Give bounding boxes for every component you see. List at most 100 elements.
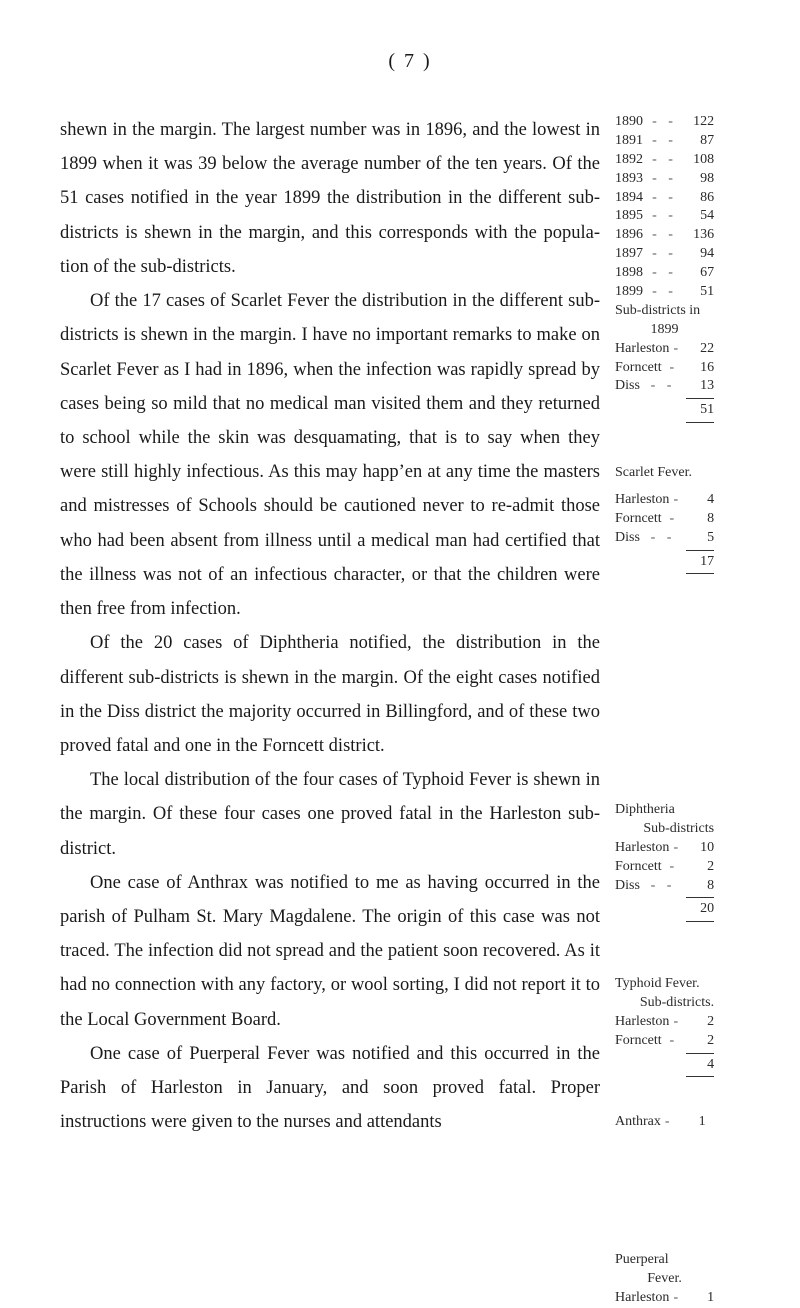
dash: - <box>662 1032 686 1051</box>
subdistricts-label: Sub-districts. <box>615 994 714 1013</box>
anthrax-label: Anthrax <box>615 1113 661 1132</box>
table-row: Anthrax-1 <box>615 1113 706 1132</box>
dash: - <box>669 1289 686 1308</box>
dash: - <box>662 359 686 378</box>
subdistricts-label: Sub-districts <box>615 820 714 839</box>
table-row: 1892- -108 <box>615 151 714 170</box>
district-value: 2 <box>686 1032 714 1051</box>
district-value: 22 <box>686 340 714 359</box>
content-area: shewn in the margin. The largest number … <box>60 113 760 1140</box>
margin-puerperal-block: Puerperal Fever. Harleston-1 <box>615 1251 714 1308</box>
subtotal-value: 51 <box>615 401 714 420</box>
paragraph-1b: Of the 17 cases of Scarlet Fever the dis… <box>60 284 600 626</box>
district-value: 10 <box>686 839 714 858</box>
district-value: 5 <box>686 529 714 548</box>
year-label: 1896 <box>615 226 643 245</box>
year-value: 98 <box>686 170 714 189</box>
margin-typhoid-block: Typhoid Fever. Sub-districts. Harleston-… <box>615 975 714 1079</box>
table-row: 1895- -54 <box>615 207 714 226</box>
margin-anthrax-block: Anthrax-1 <box>615 1113 706 1132</box>
table-row: 1893- -98 <box>615 170 714 189</box>
puerperal-title-1: Puerperal <box>615 1251 714 1270</box>
year-label: 1898 <box>615 264 643 283</box>
subtotal-value: 20 <box>615 900 714 919</box>
district-name: Harleston <box>615 1013 669 1032</box>
district-name: Forncett <box>615 1032 662 1051</box>
table-row: Harleston-22 <box>615 340 714 359</box>
table-row: Forncett-16 <box>615 359 714 378</box>
table-row: Diss- -5 <box>615 529 714 548</box>
district-name: Forncett <box>615 359 662 378</box>
year-label: 1895 <box>615 207 643 226</box>
rule-icon <box>686 422 714 423</box>
table-row: Forncett-2 <box>615 1032 714 1051</box>
rule-icon <box>686 398 714 399</box>
year-value: 108 <box>686 151 714 170</box>
subdistrict-year: 1899 <box>615 321 714 340</box>
rule-icon <box>686 573 714 574</box>
dash: - - <box>643 189 686 208</box>
dash: - - <box>643 113 686 132</box>
year-value: 67 <box>686 264 714 283</box>
dash: - - <box>643 245 686 264</box>
table-row: 1891- -87 <box>615 132 714 151</box>
dash: - <box>662 510 686 529</box>
rule-icon <box>686 1076 714 1077</box>
district-name: Forncett <box>615 858 662 877</box>
dash: - - <box>640 377 686 396</box>
dash: - - <box>643 264 686 283</box>
paragraph-4: One case of Anthrax was notified to me a… <box>60 866 600 1037</box>
year-value: 122 <box>686 113 714 132</box>
scarlet-fever-title: Scarlet Fever. <box>615 464 714 483</box>
table-row: Harleston-2 <box>615 1013 714 1032</box>
district-value: 8 <box>686 510 714 529</box>
district-value: 8 <box>686 877 714 896</box>
subtotal-value: 4 <box>615 1056 714 1075</box>
margin-diphtheria-block: Diphtheria Sub-districts Harleston-10 Fo… <box>615 801 714 924</box>
year-value: 86 <box>686 189 714 208</box>
rule-icon <box>686 1053 714 1054</box>
table-row: Harleston-1 <box>615 1289 714 1308</box>
year-label: 1892 <box>615 151 643 170</box>
table-row: 1897- -94 <box>615 245 714 264</box>
margin-years-block: 1890- -122 1891- -87 1892- -108 1893- -9… <box>615 113 714 425</box>
district-name: Harleston <box>615 839 669 858</box>
table-row: Forncett-8 <box>615 510 714 529</box>
dash: - - <box>643 170 686 189</box>
dash: - - <box>643 151 686 170</box>
subtotal-value: 17 <box>615 553 714 572</box>
district-name: Forncett <box>615 510 662 529</box>
main-text: shewn in the margin. The largest number … <box>60 113 600 1140</box>
dash: - - <box>640 529 686 548</box>
paragraph-1a: shewn in the margin. The largest number … <box>60 113 600 284</box>
paragraph-2: Of the 20 cases of Diphtheria notified, … <box>60 626 600 763</box>
page: ( 7 ) shewn in the margin. The largest n… <box>0 0 800 1180</box>
table-row: Forncett-2 <box>615 858 714 877</box>
table-row: Diss- -13 <box>615 377 714 396</box>
table-row: Harleston-10 <box>615 839 714 858</box>
paragraph-3: The local distribution of the four cases… <box>60 763 600 866</box>
page-number: ( 7 ) <box>60 50 760 73</box>
dash: - - <box>643 226 686 245</box>
year-value: 51 <box>686 283 714 302</box>
year-label: 1894 <box>615 189 643 208</box>
table-row: 1890- -122 <box>615 113 714 132</box>
rule-icon <box>686 921 714 922</box>
table-row: 1896- -136 <box>615 226 714 245</box>
dash: - - <box>643 207 686 226</box>
year-value: 136 <box>686 226 714 245</box>
district-name: Diss <box>615 377 640 396</box>
district-name: Harleston <box>615 491 669 510</box>
table-row: 1894- -86 <box>615 189 714 208</box>
district-name: Harleston <box>615 340 669 359</box>
typhoid-title: Typhoid Fever. <box>615 975 714 994</box>
rule-icon <box>686 897 714 898</box>
dash: - <box>669 340 686 359</box>
year-label: 1890 <box>615 113 643 132</box>
margin-scarlet-block: Scarlet Fever. Harleston-4 Forncett-8 Di… <box>615 458 714 576</box>
year-value: 87 <box>686 132 714 151</box>
dash: - - <box>643 132 686 151</box>
district-name: Diss <box>615 877 640 896</box>
paragraph-5: One case of Puerperal Fever was notified… <box>60 1037 600 1140</box>
year-label: 1897 <box>615 245 643 264</box>
